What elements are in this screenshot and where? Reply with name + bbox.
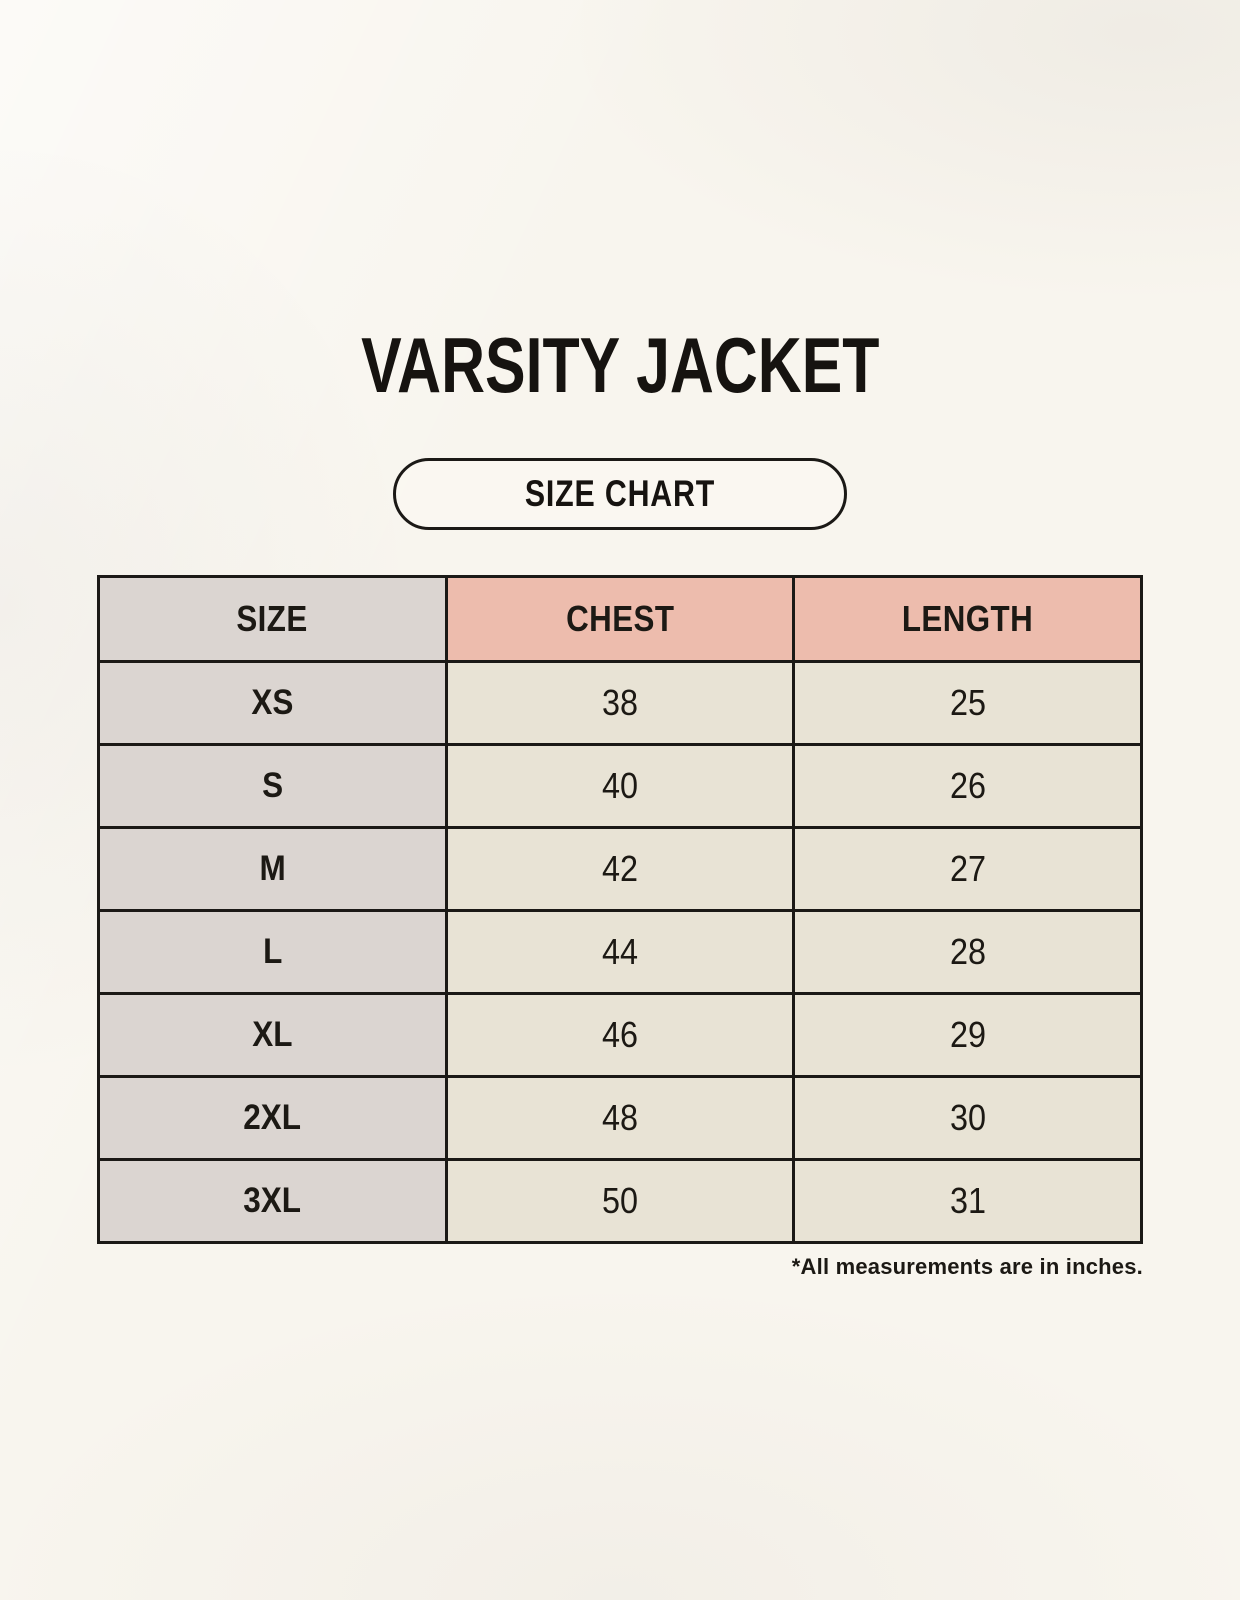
chest-cell: 44: [444, 909, 796, 995]
length-cell: 26: [792, 743, 1143, 829]
chest-cell: 40: [444, 743, 796, 829]
chest-cell: 42: [444, 826, 796, 912]
size-cell: 2XL: [97, 1075, 448, 1161]
size-table-header: SIZE CHEST LENGTH: [97, 575, 1143, 663]
table-row-xs: XS 38 25: [97, 660, 1143, 746]
column-header-chest-label: CHEST: [565, 598, 675, 639]
table-row-2xl: 2XL 48 30: [97, 1075, 1143, 1161]
table-row-xl: XL 46 29: [97, 992, 1143, 1078]
size-cell: XS: [97, 660, 448, 746]
length-cell: 25: [792, 660, 1143, 746]
length-cell: 28: [792, 909, 1143, 995]
column-header-size: SIZE: [97, 575, 448, 663]
column-header-size-label: SIZE: [236, 598, 308, 639]
size-cell: S: [97, 743, 448, 829]
length-cell: 29: [792, 992, 1143, 1078]
page-title-text: VARSITY JACKET: [360, 321, 880, 409]
page-title: VARSITY JACKET: [0, 326, 1240, 404]
chest-cell: 50: [444, 1158, 796, 1244]
measurements-footnote: *All measurements are in inches.: [791, 1254, 1143, 1279]
chest-cell: 38: [444, 660, 796, 746]
size-table: SIZE CHEST LENGTH XS 38 25 S 40 26 M 42 …: [97, 575, 1143, 1244]
table-row-s: S 40 26: [97, 743, 1143, 829]
table-row-3xl: 3XL 50 31: [97, 1158, 1143, 1244]
length-cell: 31: [792, 1158, 1143, 1244]
length-cell: 30: [792, 1075, 1143, 1161]
chest-cell: 48: [444, 1075, 796, 1161]
column-header-length: LENGTH: [792, 575, 1143, 663]
size-cell: XL: [97, 992, 448, 1078]
size-cell: M: [97, 826, 448, 912]
chest-cell: 46: [444, 992, 796, 1078]
length-cell: 27: [792, 826, 1143, 912]
column-header-chest: CHEST: [444, 575, 796, 663]
size-chart-button-label: SIZE CHART: [524, 473, 716, 514]
table-row-l: L 44 28: [97, 909, 1143, 995]
size-chart-button[interactable]: SIZE CHART: [393, 458, 847, 530]
header-row: SIZE CHEST LENGTH: [97, 575, 1143, 663]
size-table-body: XS 38 25 S 40 26 M 42 27 L 44 28 XL 46: [97, 660, 1143, 1244]
column-header-length-label: LENGTH: [901, 598, 1034, 639]
table-row-m: M 42 27: [97, 826, 1143, 912]
size-cell: L: [97, 909, 448, 995]
size-cell: 3XL: [97, 1158, 448, 1244]
